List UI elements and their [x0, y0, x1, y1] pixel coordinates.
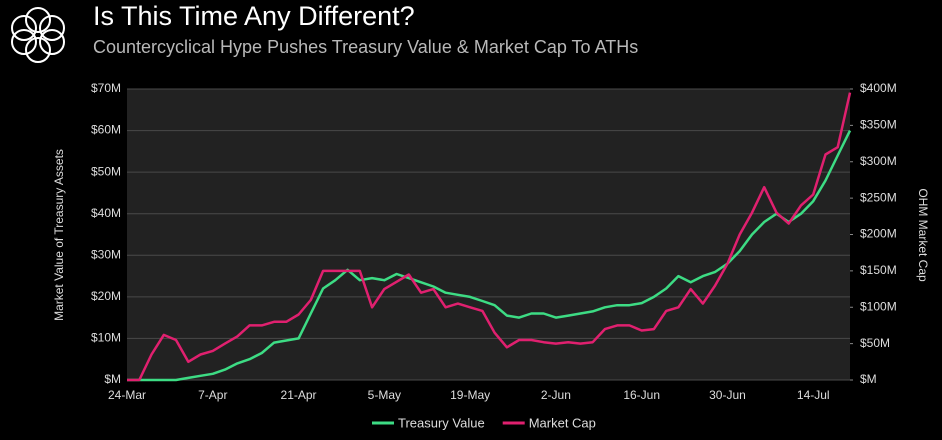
x-tick-label: 24-Mar	[108, 388, 146, 402]
y2-axis-label: OHM Market Cap	[916, 188, 930, 282]
x-tick-label: 14-Jul	[797, 388, 830, 402]
x-tick-label: 16-Jun	[623, 388, 660, 402]
y-tick-label: $40M	[91, 206, 121, 220]
plot-area	[127, 89, 850, 380]
chart-subtitle: Countercyclical Hype Pushes Treasury Val…	[93, 37, 638, 57]
y-tick-label: $30M	[91, 247, 121, 261]
y2-tick-label: $200M	[860, 227, 897, 241]
y2-tick-label: $50M	[860, 336, 890, 350]
y-tick-label: $10M	[91, 331, 121, 345]
y-tick-label: $20M	[91, 289, 121, 303]
y2-tick-label: $250M	[860, 190, 897, 204]
legend-label: Market Cap	[529, 415, 596, 430]
x-tick-label: 19-May	[450, 388, 490, 402]
x-tick-label: 2-Jun	[541, 388, 571, 402]
x-tick-label: 21-Apr	[281, 388, 317, 402]
y-tick-label: $M	[104, 372, 121, 386]
y2-tick-label: $150M	[860, 263, 897, 277]
y-tick-label: $50M	[91, 164, 121, 178]
series-line	[127, 92, 852, 382]
y2-tick-label: $400M	[860, 81, 897, 95]
x-tick-label: 30-Jun	[709, 388, 746, 402]
y2-tick-label: $300M	[860, 154, 897, 168]
logo	[11, 7, 65, 63]
y2-tick-label: $350M	[860, 118, 897, 132]
y-tick-label: $60M	[91, 123, 121, 137]
y-tick-label: $70M	[91, 81, 121, 95]
y2-tick-label: $100M	[860, 299, 897, 313]
x-tick-label: 7-Apr	[198, 388, 227, 402]
chart-title: Is This Time Any Different?	[93, 1, 415, 31]
y-axis-label: Market Value of Treasury Assets	[52, 149, 66, 321]
x-tick-label: 5-May	[368, 388, 401, 402]
y2-tick-label: $M	[860, 372, 877, 386]
legend-label: Treasury Value	[398, 415, 485, 430]
